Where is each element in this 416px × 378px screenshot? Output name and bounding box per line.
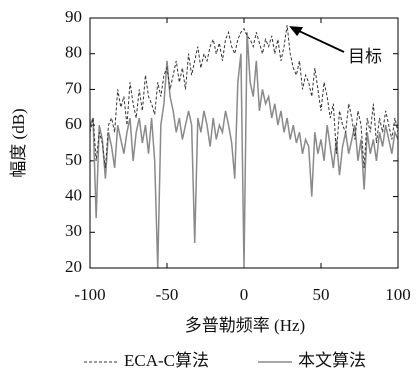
y-tick-label: 80	[65, 43, 82, 62]
y-tick-label: 60	[65, 114, 82, 133]
plot-frame	[89, 17, 399, 269]
y-tick-label: 70	[65, 78, 82, 97]
y-axis-label: 幅度 (dB)	[9, 108, 28, 177]
y-tick-label: 40	[65, 185, 82, 204]
x-tick-label: -50	[156, 285, 179, 304]
legend-label: 本文算法	[298, 351, 366, 370]
x-axis-label: 多普勒频率 (Hz)	[185, 316, 305, 335]
annotation-arrow	[294, 28, 345, 53]
series-line	[89, 25, 399, 169]
annotation-arrowhead	[289, 26, 304, 37]
series-line	[89, 32, 399, 269]
annotation-text: 目标	[348, 47, 382, 66]
y-tick-label: 50	[65, 150, 82, 169]
y-tick-label: 90	[65, 7, 82, 26]
legend-label: ECA-C算法	[124, 351, 209, 370]
x-tick-label: 50	[313, 285, 330, 304]
x-tick-label: -100	[74, 285, 105, 304]
y-tick-label: 30	[65, 221, 82, 240]
x-tick-label: 0	[240, 285, 249, 304]
x-tick-label: 100	[385, 285, 411, 304]
y-tick-label: 20	[65, 257, 82, 276]
